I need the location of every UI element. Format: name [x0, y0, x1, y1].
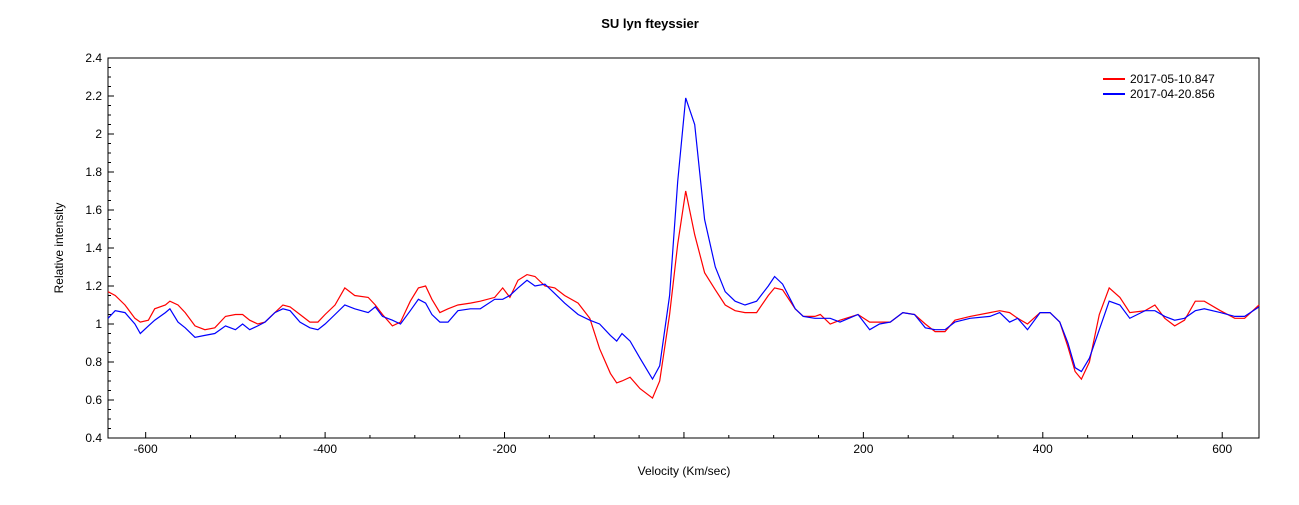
y-tick-label: 2 [95, 127, 102, 141]
y-tick-label: 0.8 [85, 355, 102, 369]
y-tick-label: 1.8 [85, 165, 102, 179]
y-tick-label: 1.6 [85, 203, 102, 217]
chart-title: SU lyn fteyssier [601, 16, 699, 31]
x-tick-label: -200 [493, 442, 517, 456]
y-tick-label: 2.4 [85, 51, 102, 65]
y-tick-label: 1.4 [85, 241, 102, 255]
y-axis-label: Relative intensity [52, 203, 66, 294]
x-tick-label: 400 [1033, 442, 1053, 456]
y-tick-label: 0.4 [85, 431, 102, 445]
x-axis-label: Velocity (Km/sec) [638, 464, 731, 478]
y-tick-label: 0.6 [85, 393, 102, 407]
legend-label: 2017-04-20.856 [1130, 87, 1215, 101]
x-tick-label: -400 [313, 442, 337, 456]
x-tick-label: 200 [853, 442, 873, 456]
legend-label: 2017-05-10.847 [1130, 72, 1215, 86]
x-tick-label: -600 [134, 442, 158, 456]
series-line-2017-04-20.856 [107, 97, 1260, 381]
y-tick-label: 1.2 [85, 279, 102, 293]
series-line-2017-05-10.847 [107, 190, 1260, 400]
x-tick-label: 600 [1212, 442, 1232, 456]
y-tick-label: 2.2 [85, 89, 102, 103]
y-tick-label: 1 [95, 317, 102, 331]
